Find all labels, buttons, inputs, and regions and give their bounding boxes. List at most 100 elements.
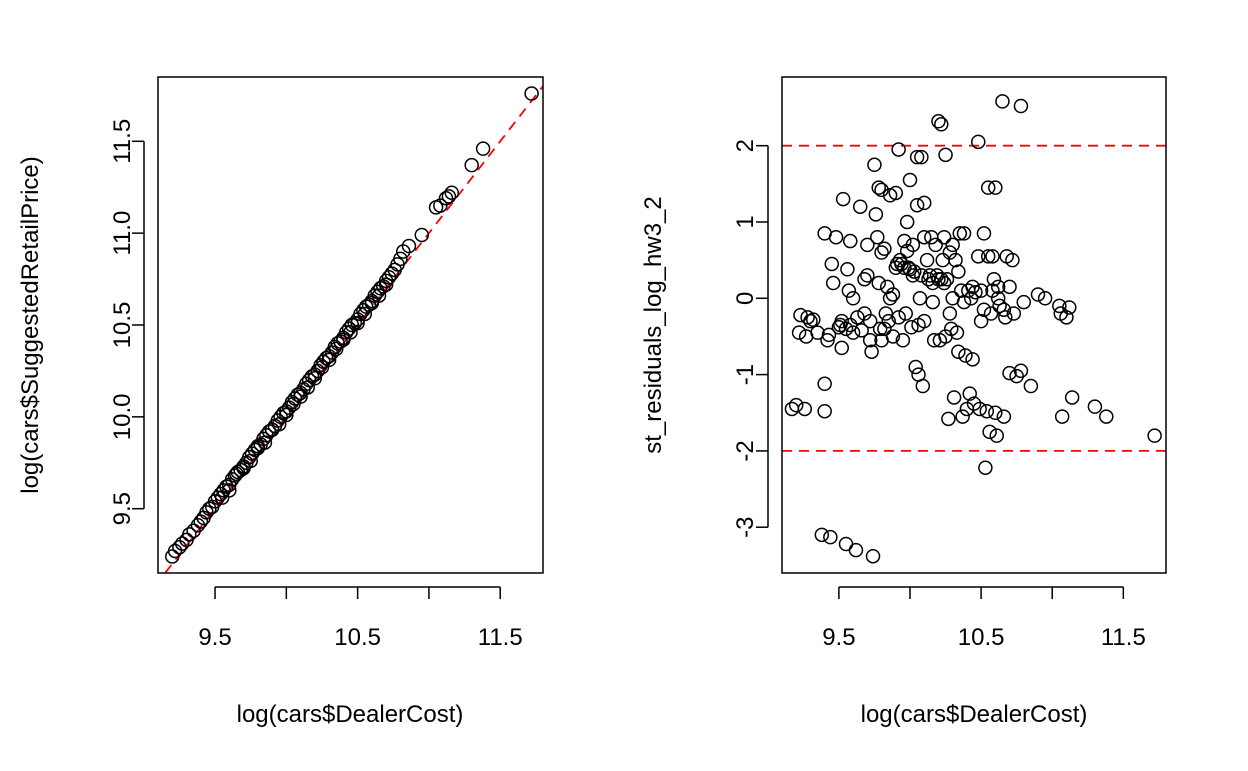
data-point xyxy=(1005,252,1020,268)
left-y-axis: 9.5 10.0 10.5 11.0 11.5 xyxy=(109,119,145,525)
data-point xyxy=(838,321,854,337)
data-point xyxy=(998,310,1013,325)
y-tick-label: -3 xyxy=(732,517,759,538)
data-point xyxy=(882,291,898,306)
data-point xyxy=(182,527,197,542)
data-point xyxy=(938,147,953,163)
data-point xyxy=(871,180,886,195)
data-point xyxy=(891,142,906,157)
data-point xyxy=(821,327,837,343)
data-point xyxy=(894,256,909,272)
data-point xyxy=(824,256,840,272)
data-point xyxy=(990,291,1006,306)
data-point xyxy=(939,271,955,287)
data-point xyxy=(475,141,491,156)
data-point xyxy=(951,344,966,359)
data-point xyxy=(328,341,344,357)
data-point xyxy=(810,325,825,340)
data-point xyxy=(174,536,190,551)
right-x-axis-label: log(cars$DealerCost) xyxy=(861,701,1088,728)
data-point xyxy=(825,275,841,291)
data-point xyxy=(982,424,997,440)
data-point xyxy=(948,252,963,268)
data-point xyxy=(934,271,949,287)
data-point xyxy=(973,313,989,329)
data-point xyxy=(862,313,878,329)
data-point xyxy=(916,195,932,211)
data-point xyxy=(307,371,323,386)
data-point xyxy=(951,264,966,279)
data-point xyxy=(1099,409,1114,424)
x-tick-label: 10.5 xyxy=(334,624,381,651)
data-point xyxy=(857,271,872,287)
data-point xyxy=(870,229,885,245)
data-point xyxy=(983,306,999,321)
left-plot-frame xyxy=(157,76,544,574)
data-point xyxy=(909,149,925,165)
data-point xyxy=(814,527,830,543)
data-point xyxy=(791,325,807,340)
data-point xyxy=(898,306,913,321)
data-point xyxy=(350,315,365,331)
data-point xyxy=(965,352,980,367)
data-point xyxy=(885,287,901,302)
data-point xyxy=(828,229,844,245)
y-tick-label: 2 xyxy=(732,139,759,152)
data-point xyxy=(985,249,1000,264)
left-x-axis: 9.5 10.5 11.5 xyxy=(198,586,523,651)
data-point xyxy=(852,199,868,214)
data-point xyxy=(941,411,956,427)
data-point xyxy=(980,249,996,264)
data-point xyxy=(279,407,294,423)
data-point xyxy=(845,291,861,306)
data-point xyxy=(958,348,973,363)
data-point xyxy=(293,389,308,404)
data-point xyxy=(1052,298,1067,314)
data-point xyxy=(243,453,258,469)
data-point xyxy=(850,310,865,325)
data-point xyxy=(864,344,879,359)
data-point xyxy=(1054,409,1070,424)
left-scatter-panel: 9.5 10.5 11.5 9.5 10.0 10.5 11.0 11.5 log(cars… xyxy=(17,76,544,728)
data-point xyxy=(441,189,457,204)
data-point xyxy=(343,325,358,340)
data-point xyxy=(972,401,987,417)
right-y-axis: -3 -2 -1 0 1 2 xyxy=(732,139,769,538)
y-tick-label: 1 xyxy=(732,215,759,228)
data-point xyxy=(867,157,882,173)
data-point xyxy=(1064,390,1080,405)
data-point xyxy=(1062,300,1077,315)
data-point xyxy=(995,94,1010,109)
data-point xyxy=(300,380,315,395)
data-point xyxy=(834,340,849,356)
data-point xyxy=(973,283,989,298)
data-point xyxy=(895,333,911,348)
data-point xyxy=(877,321,892,337)
data-point xyxy=(845,325,861,340)
data-point xyxy=(1002,365,1017,381)
data-point xyxy=(1059,310,1074,325)
right-x-axis: 9.5 10.5 11.5 xyxy=(822,586,1146,651)
data-point xyxy=(1016,294,1032,310)
data-point xyxy=(904,320,919,335)
data-point xyxy=(996,409,1012,424)
data-point xyxy=(946,390,962,405)
data-point xyxy=(928,237,943,253)
data-point xyxy=(914,149,929,165)
data-point xyxy=(835,191,851,207)
data-point xyxy=(897,260,912,276)
data-point xyxy=(865,548,881,564)
data-point xyxy=(952,226,968,241)
data-point xyxy=(916,229,932,245)
data-point xyxy=(988,180,1003,195)
data-point xyxy=(911,317,926,333)
data-point xyxy=(925,294,941,310)
data-point xyxy=(885,329,901,344)
data-point xyxy=(823,529,838,545)
data-point xyxy=(820,333,835,348)
data-point xyxy=(806,312,821,327)
right-residual-panel: 9.5 10.5 11.5 -3 -2 -1 0 1 2 log(cars$DealerCos… xyxy=(640,76,1167,728)
data-point xyxy=(874,245,889,260)
data-point xyxy=(797,401,813,417)
data-point xyxy=(942,306,958,321)
